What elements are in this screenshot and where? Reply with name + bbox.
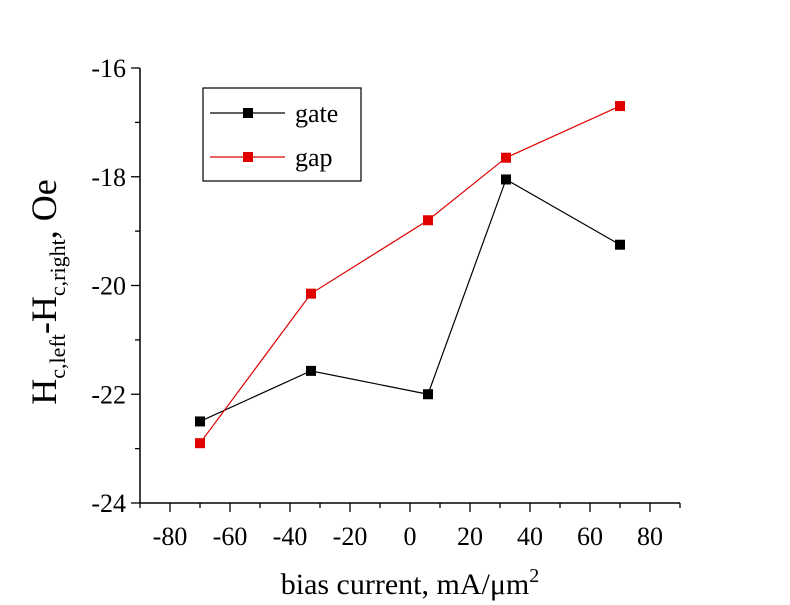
- data-point-gate: [423, 389, 433, 400]
- x-tick-label: 80: [637, 522, 663, 551]
- x-tick-label: 40: [517, 522, 543, 551]
- y-tick-label: -16: [91, 54, 126, 83]
- legend-label-gate: gate: [295, 99, 338, 128]
- y-tick-label: -20: [91, 272, 126, 301]
- data-point-gap: [501, 152, 511, 163]
- x-axis-ticks: -80 -60 -40 -20 0 20 40 60 80: [139, 503, 681, 551]
- data-point-gate: [615, 239, 625, 250]
- legend-box: [202, 87, 362, 182]
- series-layer: [195, 101, 625, 449]
- x-tick-label: -80: [153, 522, 188, 551]
- x-axis-title: bias current, mA/μm2: [281, 565, 540, 601]
- x-tick-label: -20: [333, 522, 368, 551]
- x-tick-label: -60: [213, 522, 248, 551]
- data-point-gap: [195, 438, 205, 449]
- legend: gate gap: [202, 87, 362, 182]
- data-point-gate: [501, 174, 511, 185]
- data-point-gate: [306, 365, 316, 376]
- y-tick-label: -22: [91, 380, 126, 409]
- y-tick-label: -18: [91, 163, 126, 192]
- data-point-gap: [423, 215, 433, 226]
- y-axis-title: Hc,left-Hc,right, Oe: [24, 179, 70, 404]
- data-point-gap: [306, 288, 316, 299]
- data-point-gap: [615, 101, 625, 112]
- y-tick-label: -24: [91, 489, 126, 518]
- legend-label-gap: gap: [295, 143, 333, 172]
- legend-marker-gate: [243, 108, 253, 118]
- data-point-gate: [195, 416, 205, 427]
- x-tick-label: 60: [577, 522, 603, 551]
- legend-marker-gap: [243, 152, 253, 162]
- x-tick-label: 20: [457, 522, 483, 551]
- x-tick-label: 0: [404, 522, 417, 551]
- y-axis-ticks: -16 -18 -20 -22 -24: [91, 54, 140, 518]
- x-tick-label: -40: [273, 522, 308, 551]
- series-line-gate: [199, 178, 621, 422]
